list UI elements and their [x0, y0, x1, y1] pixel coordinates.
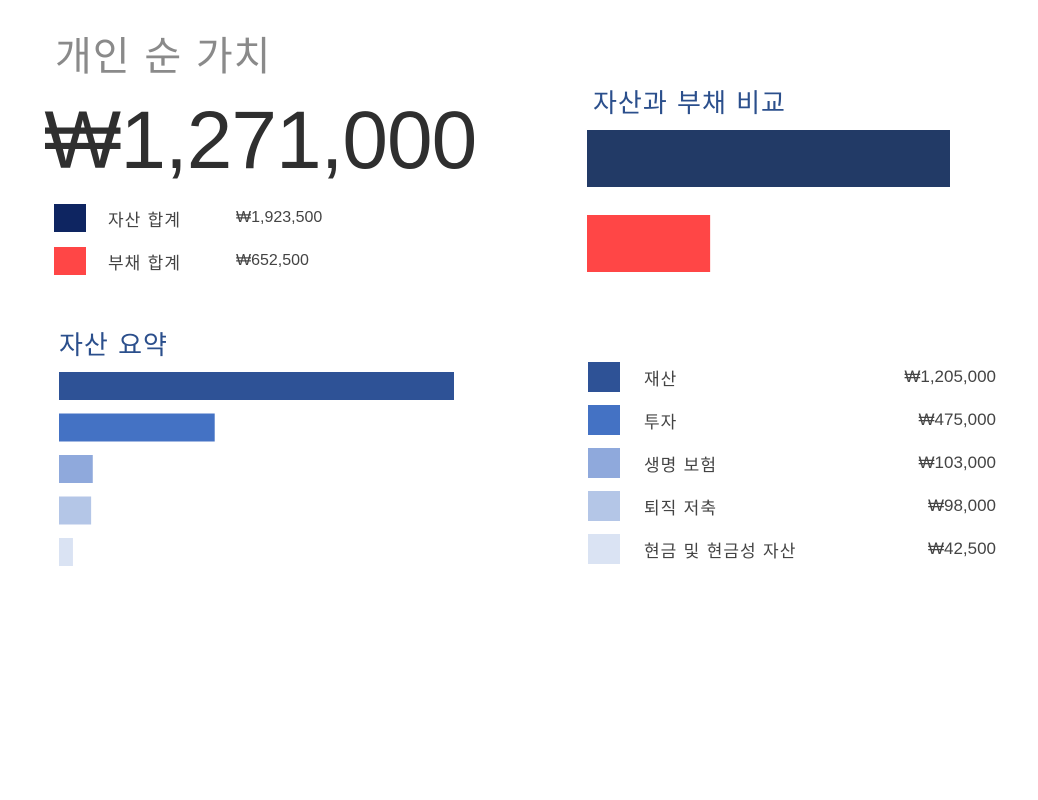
legend-item-assets-total: 자산 합계 ₩1,923,500 — [54, 204, 322, 232]
asset-label: 생명 보험 — [644, 455, 717, 476]
asset-value: ₩103,000 — [918, 453, 997, 472]
bar-1 — [59, 372, 454, 400]
bar-1 — [587, 130, 950, 187]
asset-value: ₩42,500 — [927, 539, 996, 558]
asset-legend-item: 투자 ₩475,000 — [588, 405, 996, 435]
asset-legend-item: 재산 ₩1,205,000 — [588, 362, 996, 392]
asset-legend-item: 퇴직 저축 ₩98,000 — [588, 491, 996, 521]
comparison-chart — [587, 130, 950, 272]
bar-5 — [59, 538, 73, 566]
comparison-chart-title: 자산과 부채 비교 — [593, 89, 786, 119]
legend-label: 부채 합계 — [108, 253, 181, 274]
bar-2 — [587, 215, 711, 272]
asset-legend-item: 생명 보험 ₩103,000 — [588, 448, 996, 478]
bar-2 — [59, 413, 215, 442]
asset-value: ₩475,000 — [918, 410, 997, 429]
asset-value: ₩98,000 — [927, 496, 996, 515]
asset-summary-title: 자산 요약 — [59, 331, 168, 361]
legend-value: ₩652,500 — [236, 252, 309, 269]
asset-label: 현금 및 현금성 자산 — [644, 541, 797, 562]
asset-swatch — [588, 362, 620, 392]
legend-value: ₩1,923,500 — [236, 209, 323, 226]
bar-4 — [59, 496, 92, 525]
legend-swatch-liabilities — [54, 247, 86, 275]
net-worth-value: ₩1,271,000 — [44, 95, 477, 186]
asset-legend-item: 현금 및 현금성 자산 ₩42,500 — [588, 534, 996, 564]
asset-summary-chart — [59, 372, 454, 566]
asset-swatch — [588, 491, 620, 521]
asset-label: 퇴직 저축 — [644, 498, 717, 519]
bar-3 — [59, 455, 93, 483]
asset-value: ₩1,205,000 — [904, 367, 996, 386]
legend-item-liabilities-total: 부채 합계 ₩652,500 — [54, 247, 309, 275]
asset-swatch — [588, 448, 620, 478]
legend-swatch-assets — [54, 204, 86, 232]
page-title: 개인 순 가치 — [55, 34, 272, 80]
legend-label: 자산 합계 — [108, 210, 181, 231]
asset-label: 재산 — [644, 369, 678, 390]
asset-swatch — [588, 405, 620, 435]
asset-label: 투자 — [644, 412, 678, 433]
asset-swatch — [588, 534, 620, 564]
